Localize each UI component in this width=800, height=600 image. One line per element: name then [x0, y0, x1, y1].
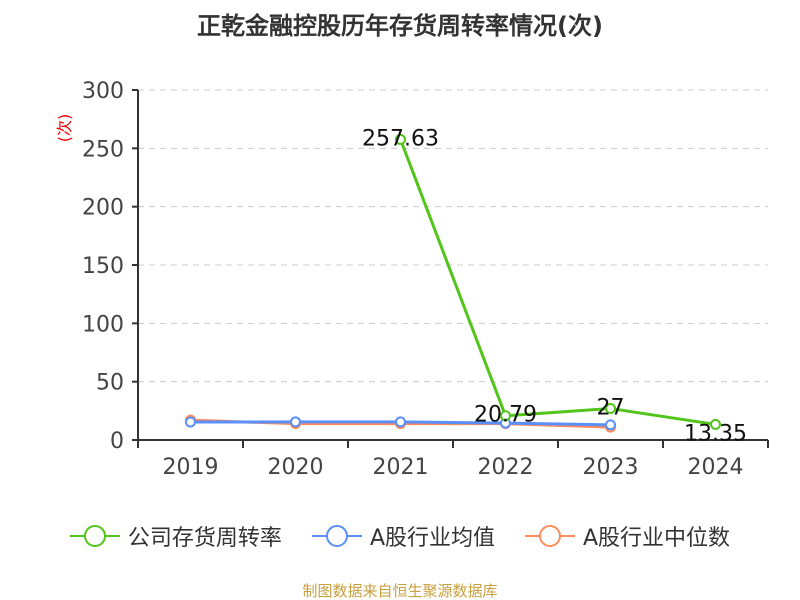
data-point: [395, 133, 406, 145]
data-point: [605, 419, 616, 431]
x-tick-label: 2024: [688, 455, 744, 480]
legend-marker-icon: [69, 525, 120, 547]
chart-title: 正乾金融控股历年存货周转率情况(次): [197, 12, 603, 40]
y-tick-label: 50: [96, 371, 124, 396]
series-line: [399, 138, 716, 426]
x-tick-label: 2021: [373, 455, 429, 480]
data-label: 13.35: [684, 421, 747, 446]
legend-label: 公司存货周转率: [127, 526, 282, 551]
x-tick-label: 2019: [163, 455, 219, 480]
data-label: 257.63: [362, 126, 439, 151]
y-tick-label: 150: [82, 254, 124, 279]
y-tick-label: 250: [82, 137, 124, 162]
legend-marker-icon: [311, 525, 362, 547]
data-point: [605, 403, 616, 414]
y-tick-label: 0: [110, 429, 124, 454]
data-label: 27: [597, 396, 625, 421]
legend-label: A股行业中位数: [583, 526, 731, 551]
data-point: [395, 416, 406, 428]
data-point: [185, 416, 196, 428]
x-tick-label: 2023: [583, 455, 639, 480]
x-tick-label: 2022: [478, 455, 534, 480]
data-point: [290, 416, 301, 428]
y-tick-label: 100: [82, 312, 124, 337]
legend-label: A股行业均值: [369, 526, 495, 551]
y-tick-label: 300: [82, 79, 124, 104]
legend-item[interactable]: 公司存货周转率: [69, 520, 282, 552]
legend-item[interactable]: A股行业中位数: [525, 520, 730, 552]
data-point: [710, 418, 721, 430]
data-label: 20.79: [474, 403, 537, 428]
y-tick-label: 200: [82, 196, 124, 221]
y-axis-label: (次): [55, 114, 74, 143]
legend-marker-icon: [525, 525, 575, 547]
legend-item[interactable]: A股行业均值: [311, 520, 495, 552]
legend: 公司存货周转率 A股行业均值 A股行业中位数: [0, 520, 800, 552]
x-tick-label: 2020: [268, 455, 324, 480]
source-note: 制图数据来自恒生聚源数据库: [302, 582, 498, 600]
data-point: [500, 410, 511, 422]
